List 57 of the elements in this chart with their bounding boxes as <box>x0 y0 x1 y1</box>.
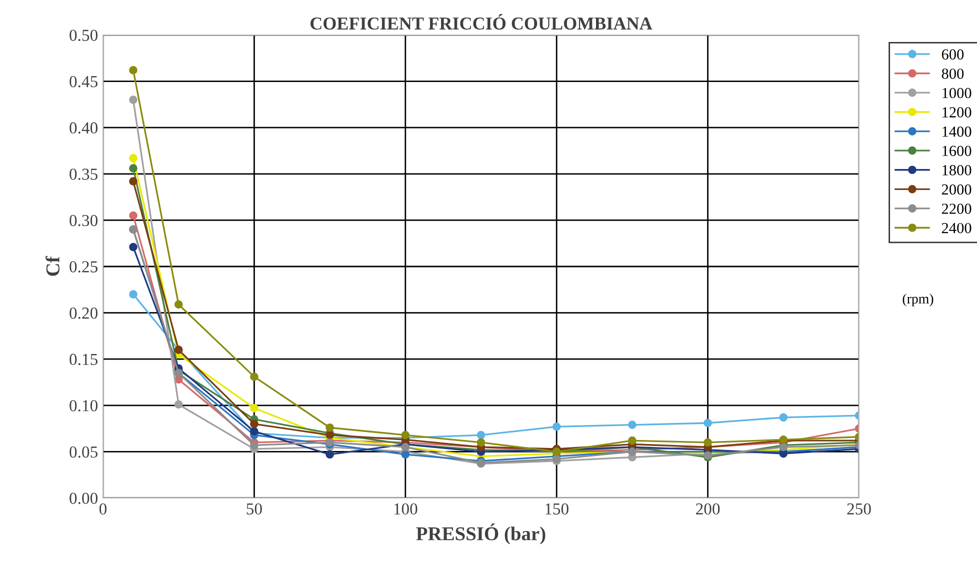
y-tick-label: 0.45 <box>70 76 98 88</box>
legend-title: (rpm) <box>902 294 934 306</box>
x-axis-title: PRESSIÓ (bar) <box>416 524 546 544</box>
x-tick-label: 250 <box>847 503 871 515</box>
point <box>704 418 712 428</box>
x-tick-label: 150 <box>546 503 568 515</box>
x-tick-label: 50 <box>246 503 262 515</box>
point <box>326 450 334 459</box>
x-tick-label: 200 <box>696 503 720 515</box>
point <box>476 438 486 447</box>
y-tick-label: 0.30 <box>70 214 98 226</box>
chart-title: COEFICIENT FRICCIÓ COULOMBIANA <box>310 14 652 30</box>
point <box>552 422 561 431</box>
point <box>704 438 712 447</box>
point <box>779 413 788 422</box>
point <box>628 420 636 430</box>
legend-label: 1200 <box>942 107 972 118</box>
legend-label: 1600 <box>942 146 972 156</box>
legend-label: 800 <box>942 68 964 79</box>
y-tick-label: 0.25 <box>70 261 98 273</box>
point <box>250 441 258 450</box>
point <box>326 423 334 432</box>
legend-label: 1400 <box>942 126 972 137</box>
y-tick-label: 0.15 <box>70 354 98 366</box>
y-tick-label: 0.05 <box>70 446 98 458</box>
x-tick-label: 100 <box>394 503 418 515</box>
legend-label: 1000 <box>942 88 972 98</box>
y-tick-label: 0.35 <box>70 168 98 180</box>
point <box>129 96 138 104</box>
point <box>129 154 138 162</box>
point <box>250 404 258 412</box>
x-tick-label: 0 <box>99 503 107 515</box>
legend-label: 600 <box>942 49 964 60</box>
point <box>250 420 258 428</box>
point <box>174 400 183 409</box>
y-tick-label: 0.50 <box>70 30 98 42</box>
y-tick-label: 0.40 <box>70 122 98 134</box>
point <box>250 372 258 381</box>
legend-label: 1800 <box>942 165 972 176</box>
point <box>628 436 636 445</box>
y-tick-label: 0.00 <box>70 492 98 504</box>
point <box>129 242 138 252</box>
point <box>476 430 486 440</box>
point <box>129 290 138 298</box>
point <box>401 430 410 440</box>
point <box>174 300 183 309</box>
legend-label: 2200 <box>942 204 972 214</box>
legend-label: 2000 <box>942 184 972 195</box>
point <box>129 164 138 173</box>
y-tick-label: 0.20 <box>70 308 98 319</box>
point <box>129 66 138 74</box>
y-axis-title: Cf <box>46 256 60 276</box>
y-tick-label: 0.10 <box>70 400 98 412</box>
point <box>129 211 138 220</box>
point <box>401 450 410 459</box>
legend-label: 2400 <box>942 222 972 234</box>
point <box>129 177 138 186</box>
